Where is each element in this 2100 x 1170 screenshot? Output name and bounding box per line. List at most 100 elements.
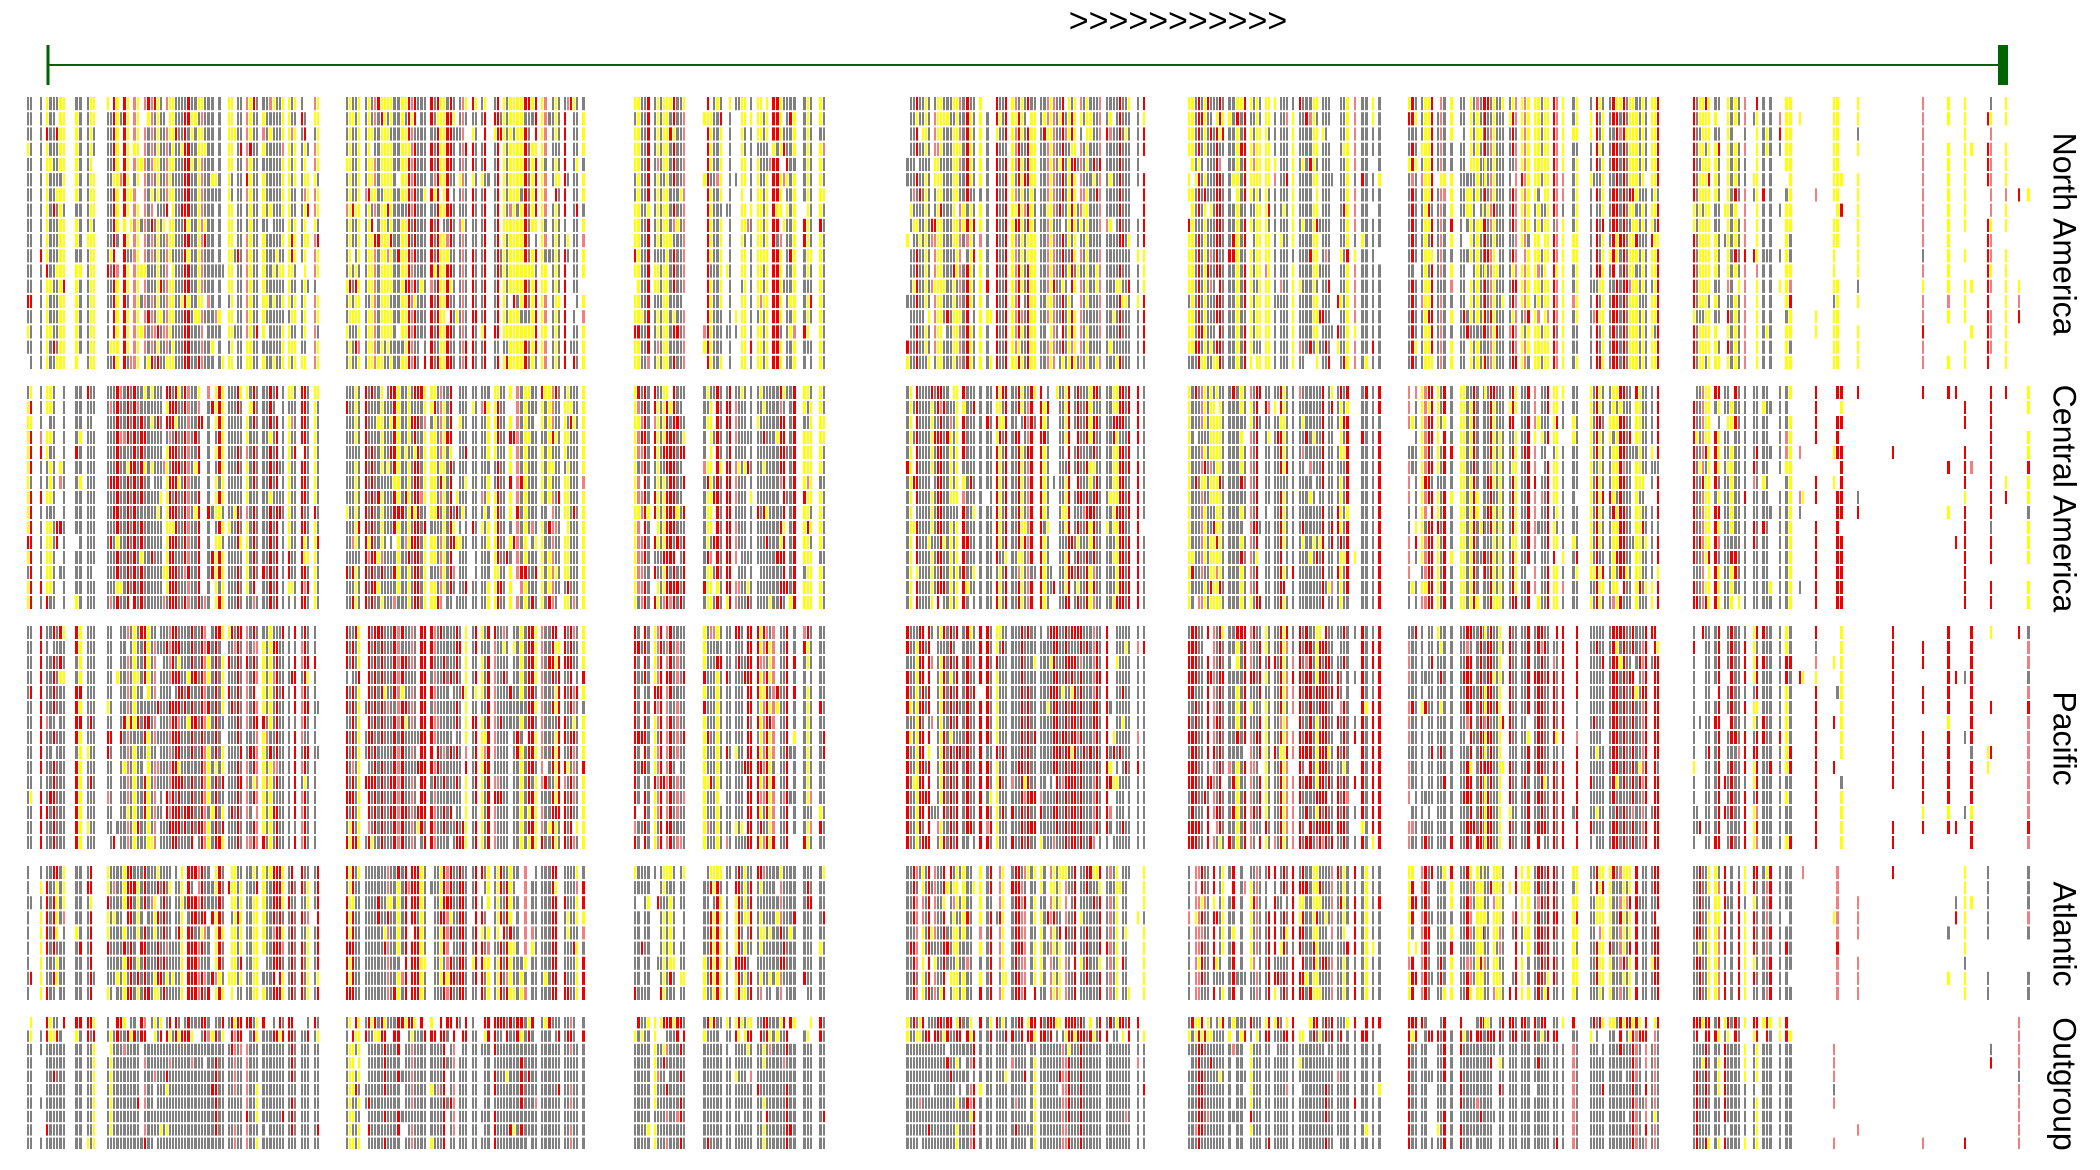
variant-cell	[1119, 173, 1121, 186]
variant-cell	[172, 325, 174, 338]
variant-cell	[184, 356, 186, 369]
variant-cell	[959, 97, 961, 110]
variant-cell	[166, 341, 168, 354]
variant-cell	[999, 127, 1001, 140]
variant-cell	[919, 264, 921, 277]
variant-cell	[1365, 158, 1368, 171]
variant-cell	[191, 234, 193, 247]
variant-cell	[1137, 249, 1139, 262]
variant-cell	[1099, 310, 1101, 323]
variant-cell	[1219, 356, 1221, 369]
variant-cell	[1053, 356, 1055, 369]
variant-cell	[1340, 188, 1342, 201]
variant-cell	[481, 97, 483, 110]
variant-cell	[950, 143, 952, 156]
variant-cell	[1222, 249, 1224, 262]
variant-cell	[1259, 188, 1261, 201]
variant-cell	[1240, 264, 1243, 277]
variant-cell	[729, 143, 731, 156]
variant-cell	[576, 356, 578, 369]
variant-cell	[253, 204, 255, 217]
variant-cell	[1421, 188, 1423, 201]
variant-cell	[1283, 295, 1285, 308]
variant-cell	[1024, 204, 1026, 217]
variant-cell	[215, 310, 217, 323]
variant-cell	[187, 112, 190, 125]
variant-cell	[970, 188, 972, 201]
variant-cell	[346, 234, 348, 247]
variant-cell	[434, 325, 436, 338]
variant-cell	[417, 280, 419, 293]
variant-cell	[970, 234, 972, 247]
variant-cell	[953, 158, 955, 171]
variant-cell	[729, 158, 731, 171]
variant-cell	[346, 173, 348, 186]
variant-cell	[634, 143, 636, 156]
variant-cell	[1015, 310, 1017, 323]
variant-cell	[475, 234, 477, 247]
variant-cell	[147, 143, 150, 156]
variant-cell	[1378, 341, 1381, 354]
variant-cell	[1034, 249, 1036, 262]
variant-cell	[657, 295, 659, 308]
variant-cell	[1065, 158, 1067, 171]
variant-cell	[803, 234, 806, 247]
variant-cell	[194, 158, 197, 171]
variant-cell	[472, 143, 474, 156]
variant-cell	[1286, 158, 1288, 171]
variant-cell	[1099, 143, 1101, 156]
variant-cell	[509, 219, 512, 232]
variant-cell	[387, 280, 389, 293]
variant-cell	[654, 280, 656, 293]
variant-cell	[1043, 234, 1046, 247]
variant-cell	[1280, 341, 1282, 354]
variant-cell	[1240, 97, 1243, 110]
variant-cell	[157, 234, 159, 247]
variant-cell	[160, 356, 162, 369]
variant-cell	[1316, 112, 1318, 125]
variant-cell	[393, 356, 396, 369]
variant-cell	[172, 234, 174, 247]
variant-cell	[291, 188, 293, 201]
variant-cell	[663, 356, 665, 369]
variant-cell	[358, 143, 360, 156]
variant-cell	[552, 341, 554, 354]
variant-cell	[211, 264, 214, 277]
variant-cell	[1253, 280, 1255, 293]
variant-cell	[27, 310, 29, 323]
variant-cell	[1034, 356, 1036, 369]
variant-cell	[269, 143, 272, 156]
variant-cell	[30, 295, 32, 308]
variant-cell	[506, 204, 508, 217]
variant-cell	[157, 295, 159, 308]
variant-cell	[481, 219, 483, 232]
variant-cell	[256, 173, 258, 186]
variant-cell	[90, 325, 92, 338]
variant-cell	[558, 112, 560, 125]
variant-cell	[1207, 249, 1209, 262]
variant-cell	[1213, 173, 1215, 186]
variant-cell	[1361, 325, 1364, 338]
variant-cell	[1415, 219, 1417, 232]
variant-cell	[1191, 112, 1194, 125]
variant-cell	[1191, 264, 1194, 277]
variant-cell	[365, 325, 367, 338]
variant-cell	[465, 143, 467, 156]
variant-cell	[750, 295, 752, 308]
variant-cell	[288, 264, 290, 277]
variant-cell	[133, 356, 136, 369]
variant-cell	[30, 310, 32, 323]
variant-cell	[113, 143, 115, 156]
variant-cell	[789, 249, 792, 262]
variant-cell	[1244, 219, 1246, 232]
variant-cell	[1299, 127, 1301, 140]
variant-cell	[500, 264, 502, 277]
variant-cell	[962, 112, 965, 125]
variant-cell	[1343, 97, 1345, 110]
variant-cell	[355, 127, 357, 140]
variant-cell	[535, 310, 537, 323]
variant-cell	[120, 173, 122, 186]
variant-cell	[1040, 173, 1042, 186]
variant-cell	[393, 295, 396, 308]
variant-cell	[384, 127, 386, 140]
